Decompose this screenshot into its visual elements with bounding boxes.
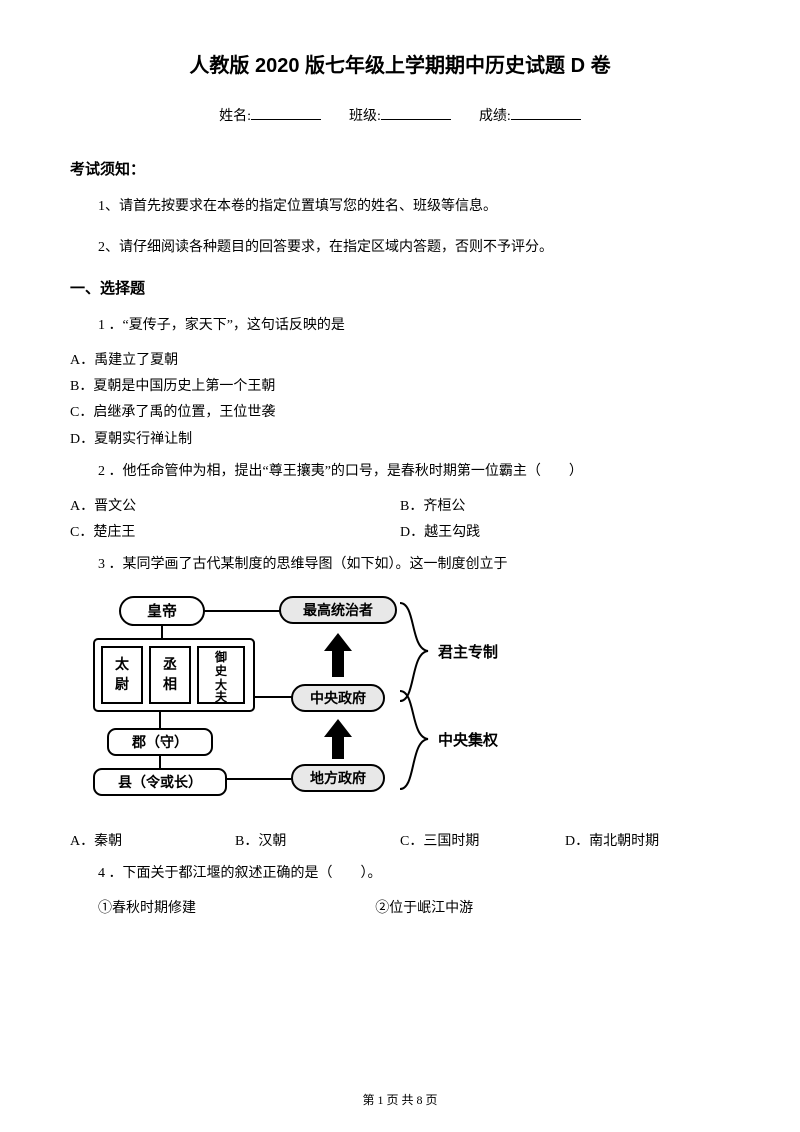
score-label: 成绩: [479, 109, 511, 124]
node-jun: 郡（守） [131, 734, 188, 750]
q1-opt-b: B．夏朝是中国历史上第一个王朝 [70, 376, 730, 398]
q4-sub-row: ①春秋时期修建 ②位于岷江中游 [70, 898, 730, 920]
section-1-heading: 一、选择题 [70, 277, 730, 301]
svg-text:尉: 尉 [115, 676, 129, 692]
label-centralize: 中央集权 [438, 731, 499, 749]
q2-opt-a: A．晋文公 [70, 496, 400, 518]
notice-heading: 考试须知： [70, 158, 730, 182]
q2-opt-row-2: C．楚庄王 D．越王勾践 [70, 522, 730, 544]
class-blank[interactable] [381, 106, 451, 120]
svg-text:夫: 夫 [214, 689, 228, 704]
q3-opts: A．秦朝 B．汉朝 C．三国时期 D．南北朝时期 [70, 831, 730, 853]
node-emperor: 皇帝 [147, 602, 177, 620]
svg-text:丞: 丞 [163, 656, 177, 672]
q2-opt-d: D．越王勾践 [400, 522, 730, 544]
student-meta: 姓名: 班级: 成绩: [70, 106, 730, 128]
page-footer: 第 1 页 共 8 页 [0, 1091, 800, 1110]
q3-opt-c: C．三国时期 [400, 831, 565, 853]
svg-text:相: 相 [163, 676, 177, 692]
q1-opt-a: A．禹建立了夏朝 [70, 350, 730, 372]
node-local: 地方政府 [310, 770, 366, 786]
arrow-up-1-icon [324, 633, 352, 677]
node-supreme: 最高统治者 [303, 602, 373, 618]
q3-opt-b: B．汉朝 [235, 831, 400, 853]
q2-opt-c: C．楚庄王 [70, 522, 400, 544]
node-xian: 县（令或长） [118, 774, 202, 790]
name-label: 姓名: [219, 109, 251, 124]
q2-opt-row-1: A．晋文公 B．齐桓公 [70, 496, 730, 518]
instruction-2: 2、请仔细阅读各种题目的回答要求，在指定区域内答题，否则不予评分。 [70, 237, 730, 259]
q3-opt-a: A．秦朝 [70, 831, 235, 853]
svg-text:御: 御 [214, 649, 227, 664]
q3-opt-d: D．南北朝时期 [565, 831, 730, 853]
score-blank[interactable] [511, 106, 581, 120]
q2-opt-b: B．齐桓公 [400, 496, 730, 518]
node-central: 中央政府 [310, 690, 366, 706]
name-blank[interactable] [251, 106, 321, 120]
svg-text:史: 史 [215, 663, 228, 678]
q4-sub-1: ①春秋时期修建 [70, 898, 347, 920]
instruction-1: 1、请首先按要求在本卷的指定位置填写您的姓名、班级等信息。 [70, 196, 730, 218]
arrow-up-2-icon [324, 719, 352, 759]
exam-title: 人教版 2020 版七年级上学期期中历史试题 D 卷 [70, 50, 730, 82]
svg-text:太: 太 [115, 656, 130, 672]
q2-stem: 2 ．他任命管仲为相，提出“尊王攘夷”的口号，是春秋时期第一位霸主（ ） [70, 461, 730, 483]
q1-stem: 1 ．“夏传子，家天下”，这句话反映的是 [70, 315, 730, 337]
q4-stem: 4 ．下面关于都江堰的叙述正确的是（ ）。 [70, 863, 730, 885]
q3-stem: 3 ．某同学画了古代某制度的思维导图（如下如）。这一制度创立于 [70, 554, 730, 576]
label-monarch: 君主专制 [438, 643, 498, 661]
class-label: 班级: [349, 109, 381, 124]
q1-opt-d: D．夏朝实行禅让制 [70, 429, 730, 451]
q3-diagram: 皇帝 太 尉 丞 相 御 史 大 夫 郡（守） 县（令或长） 最高统治者 中央政… [80, 589, 730, 817]
q1-opt-c: C．启继承了禹的位置，王位世袭 [70, 402, 730, 424]
q4-sub-2: ②位于岷江中游 [347, 898, 730, 920]
